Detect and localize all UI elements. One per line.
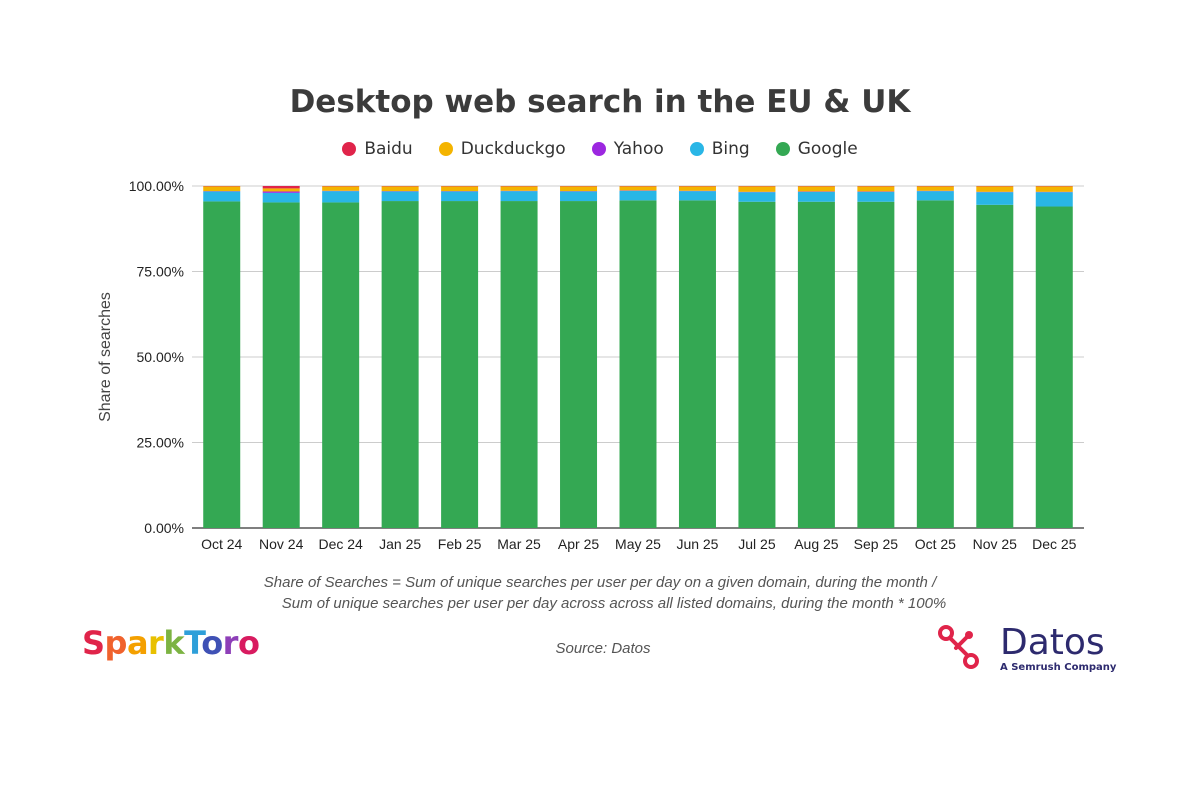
y-tick-label: 50.00% [137,349,184,365]
bar-google-nov-24 [262,202,300,528]
footnote-line-2: Sum of unique searches per user per day … [281,595,947,612]
bar-duckduckgo-dec-24 [322,186,360,191]
y-tick-label: 0.00% [144,520,184,536]
bar-duckduckgo-mar-25 [500,186,538,191]
x-tick-label: Mar 25 [497,536,541,552]
datos-mark-icon [938,625,979,669]
bar-google-mar-25 [500,201,538,528]
bar-google-sep-25 [857,201,895,528]
bar-google-dec-24 [322,202,360,528]
bar-bing-may-25 [619,190,657,201]
x-tick-label: Jun 25 [676,536,718,552]
bar-duckduckgo-apr-25 [560,186,598,192]
footnote-line-1: Share of Searches = Sum of unique search… [263,574,937,591]
bar-duckduckgo-feb-25 [441,186,479,192]
legend-item-duckduckgo: Duckduckgo [438,139,566,159]
bar-google-feb-25 [441,201,479,528]
x-axis-ticks: Oct 24 Nov 24 Dec 24 Jan 25 Feb 25 Mar 25 Apr … [201,536,1077,552]
x-tick-label: Apr 25 [558,536,599,552]
bar-duckduckgo-nov-24 [262,188,300,192]
bar-bing-feb-25 [441,191,479,202]
x-tick-label: Nov 25 [973,536,1018,552]
y-tick-label: 25.00% [137,435,184,451]
footnote: Share of Searches = Sum of unique search… [0,572,1200,614]
y-tick-label: 100.00% [129,178,184,194]
chart-title: Desktop web search in the EU & UK [289,84,911,120]
x-tick-label: Oct 25 [915,536,956,552]
bar-bing-aug-25 [797,191,835,202]
legend-swatch [591,142,606,156]
bar-google-dec-25 [1035,206,1073,528]
source-note: Source: Datos [555,640,651,657]
bar-duckduckgo-sep-25 [857,186,895,192]
bar-duckduckgo-dec-25 [1035,186,1073,192]
legend-swatch [438,142,453,156]
bar-google-jun-25 [678,200,716,528]
y-tick-label: 75.00% [137,264,184,280]
bar-google-jul-25 [738,201,776,528]
bar-bing-dec-25 [1035,192,1073,207]
bar-bing-jan-25 [381,191,419,202]
bar-bing-jul-25 [738,192,776,202]
bar-bing-nov-25 [976,192,1014,205]
chart-plot: 0.00% 25.00% 50.00% 75.00% 100.00% Oct 24 Nov… [97,178,1084,552]
bar-duckduckgo-may-25 [619,186,657,191]
bars [203,186,1073,528]
legend-label: Duckduckgo [460,139,566,159]
bar-duckduckgo-oct-24 [203,186,241,192]
bar-bing-apr-25 [560,191,598,202]
bar-duckduckgo-oct-25 [916,186,954,191]
bar-bing-jun-25 [678,191,716,201]
bar-duckduckgo-jan-25 [381,186,419,192]
x-tick-label: Jan 25 [379,536,421,552]
x-tick-label: Sep 25 [854,536,899,552]
legend-label: Bing [711,139,750,159]
x-tick-label: Aug 25 [794,536,839,552]
datos-tagline: A Semrush Company [1000,662,1117,673]
datos-name: Datos [1000,622,1105,663]
bar-google-apr-25 [560,201,598,528]
bar-google-oct-25 [916,200,954,528]
y-axis-title: Share of searches [97,292,114,422]
chart-legend: Baidu Duckduckgo Yahoo Bing Google [0,139,1200,159]
bar-google-aug-25 [797,201,835,528]
bar-duckduckgo-jun-25 [678,186,716,191]
bar-bing-nov-24 [262,192,300,203]
legend-swatch [775,142,790,156]
x-tick-label: Dec 25 [1032,536,1077,552]
bar-duckduckgo-aug-25 [797,186,835,192]
bar-baidu-nov-24 [262,186,300,189]
sparktoro-logo: SparkToro [82,624,260,662]
y-axis-ticks: 0.00% 25.00% 50.00% 75.00% 100.00% [129,178,184,536]
legend-item-bing: Bing [689,139,750,159]
legend-label: Yahoo [613,139,664,159]
legend-swatch [342,142,357,156]
bar-bing-oct-25 [916,191,954,201]
bar-duckduckgo-nov-25 [976,186,1014,192]
x-tick-label: Dec 24 [318,536,363,552]
bar-google-jan-25 [381,201,419,528]
bar-yahoo-nov-24 [262,191,300,193]
bar-google-may-25 [619,200,657,528]
legend-label: Google [797,139,858,159]
legend-item-google: Google [775,139,858,159]
legend-item-yahoo: Yahoo [591,139,664,159]
x-tick-label: Oct 24 [201,536,242,552]
legend-label: Baidu [364,139,413,159]
bar-google-oct-24 [203,201,241,528]
x-tick-label: Feb 25 [438,536,482,552]
x-tick-label: Nov 24 [259,536,304,552]
bar-bing-dec-24 [322,191,360,203]
legend-swatch [689,142,704,156]
bar-google-nov-25 [976,204,1014,528]
bar-bing-mar-25 [500,191,538,202]
x-tick-label: May 25 [615,536,661,552]
bar-bing-sep-25 [857,191,895,202]
bar-bing-oct-24 [203,191,241,202]
bar-duckduckgo-jul-25 [738,186,776,192]
legend-item-baidu: Baidu [342,139,413,159]
x-tick-label: Jul 25 [738,536,776,552]
